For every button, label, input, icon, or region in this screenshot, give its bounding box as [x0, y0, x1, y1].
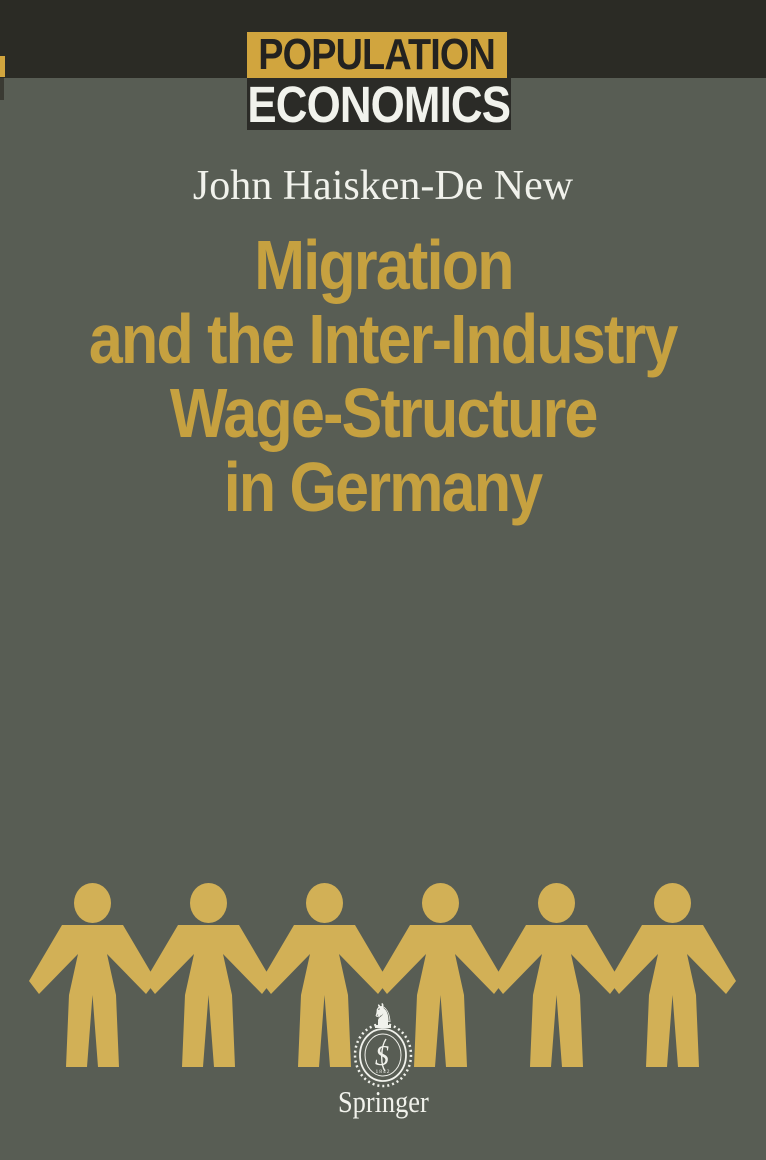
emblem-pedestal-base	[375, 1025, 391, 1028]
person-figure-6	[609, 883, 736, 1067]
title-line-1: Migration	[253, 226, 514, 304]
emblem-monogram-stroke	[382, 1039, 386, 1071]
title-line-3: Wage-Structure	[169, 374, 599, 452]
series-banner-population: POPULATION	[247, 32, 507, 78]
emblem-year: 1842	[376, 1069, 391, 1075]
book-title: Migration and the Inter-Industry Wage-St…	[0, 228, 766, 524]
person-figure-1	[29, 883, 156, 1067]
spine-tab-dark	[0, 78, 4, 100]
spine-tab-gold	[0, 56, 5, 77]
title-line-4: in Germany	[224, 448, 543, 526]
emblem-inner-oval	[365, 1034, 401, 1076]
author-name: John Haisken-De New	[192, 163, 574, 209]
emblem-outer-oval	[360, 1029, 406, 1081]
person-figure-5	[493, 883, 620, 1067]
emblem-pedestal-top	[378, 1022, 388, 1025]
springer-logo: ♞ S 1842	[351, 999, 415, 1090]
series-banner-economics: ECONOMICS	[247, 78, 511, 130]
series-label-population: POPULATION	[258, 30, 497, 79]
publisher-name: Springer	[337, 1084, 429, 1119]
emblem-ornate-ring	[355, 1024, 411, 1086]
title-line-2: and the Inter-Industry	[89, 300, 678, 378]
person-figure-2	[145, 883, 272, 1067]
series-label-economics: ECONOMICS	[247, 75, 512, 133]
knight-chess-icon: ♞	[371, 999, 394, 1029]
